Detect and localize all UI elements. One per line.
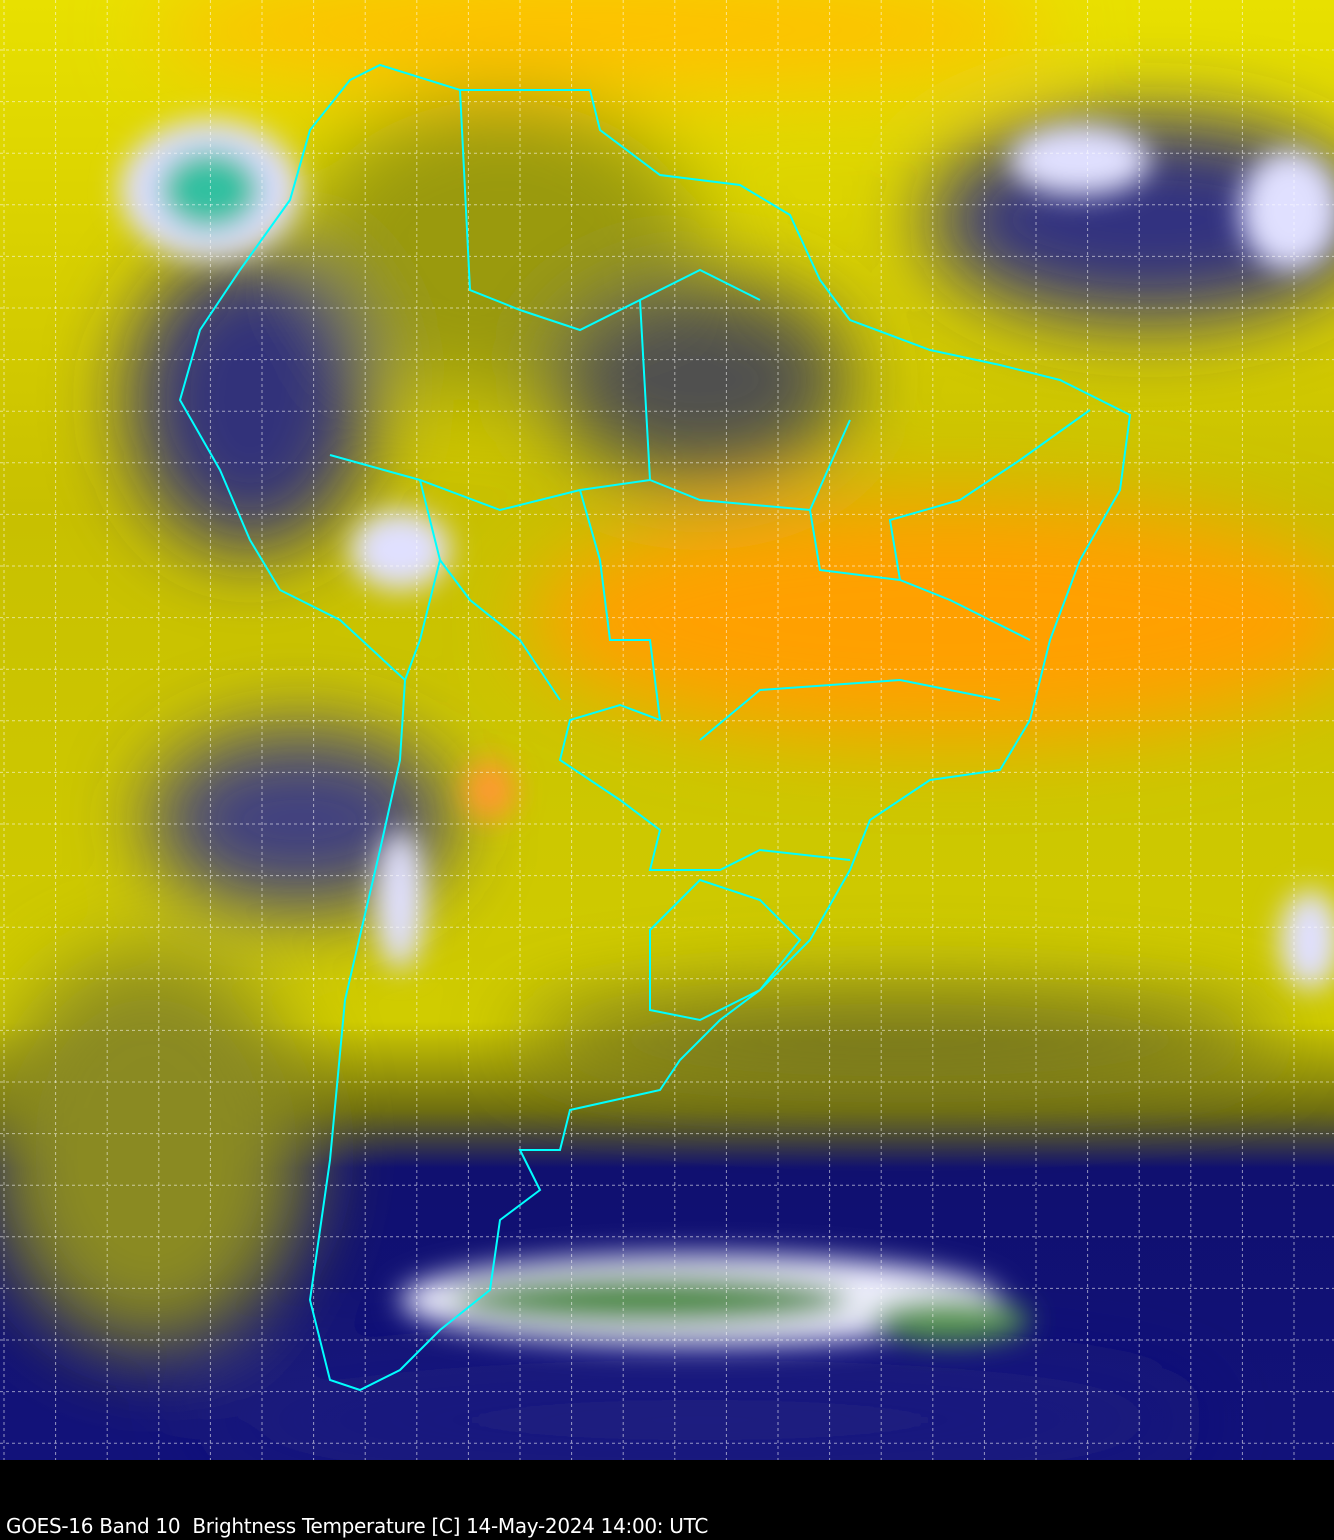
south-america-coastline xyxy=(178,63,1132,1392)
country-borders xyxy=(329,89,1091,1022)
imagery-layer xyxy=(0,0,1334,1460)
satellite-image xyxy=(0,0,1334,1460)
political-borders xyxy=(178,63,1132,1392)
grid-lines xyxy=(0,0,1334,1460)
image-caption: GOES-16 Band 10 Brightness Temperature [… xyxy=(6,1514,709,1538)
